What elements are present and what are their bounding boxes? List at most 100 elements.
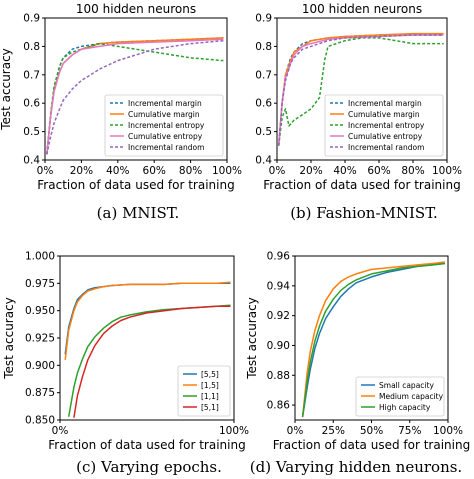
x-tick-label: 0% — [52, 425, 69, 437]
y-tick-label: 0.975 — [25, 278, 55, 290]
chart-panel-d: 0.86 0.88 0.90 0.92 0.94 0.96 0% 25% 50% 75% 100%F… — [245, 251, 470, 477]
x-tick-label: 75% — [398, 425, 421, 437]
y-tick-label: 0.94 — [267, 280, 291, 292]
series-group — [277, 32, 444, 146]
legend: Small capacity Medium capacity High capaci… — [355, 376, 445, 417]
y-tick-label: 0.7 — [23, 69, 40, 81]
chart-panel-b: 0.4 0.5 0.6 0.7 0.8 0.9 0% 20% 40% 60% 80% 100% 100 … — [255, 2, 462, 222]
axes-frame — [44, 17, 228, 161]
legend: Incremental margin Cumulative margin Incre… — [324, 94, 444, 157]
legend-label-2: Cumulative margin — [128, 110, 200, 119]
legend: [5,5] [1,5] [1,1] [5,1] — [177, 365, 231, 417]
series-group — [46, 37, 224, 155]
y-tick-label: 0.9 — [255, 13, 272, 25]
x-tick-label: 0% — [287, 425, 304, 437]
series-line-5 — [277, 34, 444, 146]
legend-label-5: Incremental random — [128, 143, 204, 152]
y-tick-label: 0.4 — [23, 155, 40, 167]
legend-label-1: [5,5] — [201, 370, 219, 379]
legend-label-4: Cumulative entropy — [128, 132, 203, 141]
x-tick-label: 60% — [143, 165, 166, 177]
y-tick-label: 0.5 — [23, 126, 40, 138]
x-axis-label: Fraction of data used for training — [273, 438, 470, 452]
y-tick-label: 0.950 — [25, 305, 55, 317]
x-tick-label: 100% — [432, 165, 462, 177]
x-tick-label: 100% — [433, 425, 463, 437]
legend-label-4: Cumulative entropy — [348, 132, 423, 141]
legend-box — [355, 376, 445, 417]
legend: Incremental margin Cumulative margin Incre… — [104, 94, 224, 157]
y-tick-label: 0.5 — [255, 126, 272, 138]
y-tick-label: 0.6 — [255, 98, 272, 110]
figure-caption: (c) Varying epochs. — [76, 458, 222, 476]
series-line-3 — [46, 42, 224, 155]
legend-label-3: High capacity — [379, 403, 431, 412]
y-axis-label: Test accuracy — [0, 48, 13, 131]
legend-label-5: Incremental random — [348, 143, 424, 152]
axes-frame — [276, 17, 448, 161]
x-tick-label: 0% — [37, 165, 54, 177]
y-tick-label: 0.6 — [23, 98, 40, 110]
x-tick-label: 0% — [269, 165, 286, 177]
y-tick-label: 0.7 — [255, 69, 272, 81]
legend-label-1: Incremental margin — [128, 99, 202, 108]
y-tick-label: 1.000 — [25, 251, 55, 263]
figure-caption: (a) MNIST. — [97, 204, 180, 222]
y-tick-label: 0.8 — [23, 41, 40, 53]
x-tick-label: 50% — [360, 425, 383, 437]
x-tick-label: 80% — [179, 165, 202, 177]
legend-box — [104, 94, 224, 157]
x-axis-label: Fraction of data used for training — [48, 438, 245, 452]
series-line-5 — [46, 39, 224, 155]
series-line-3 — [301, 262, 445, 418]
x-axis-label: Fraction of data used for training — [37, 178, 234, 192]
x-axis-label: Fraction of data used for training — [263, 178, 460, 192]
y-tick-label: 0.8 — [255, 41, 272, 53]
x-tick-label: 40% — [106, 165, 129, 177]
legend-label-4: [5,1] — [201, 403, 219, 412]
legend-label-3: Incremental entropy — [128, 121, 205, 130]
x-tick-label: 100% — [212, 165, 242, 177]
legend-box — [324, 94, 444, 157]
chart-panel-a: 0.4 0.5 0.6 0.7 0.8 0.9 0% 20% 40% 60% 80% 100% 100 … — [0, 2, 242, 222]
y-tick-label: 0.9 — [23, 13, 40, 25]
legend-label-3: Incremental entropy — [348, 121, 425, 130]
x-tick-label: 100% — [219, 425, 249, 437]
y-axis-label: Test accuracy — [2, 297, 16, 380]
legend-label-2: Cumulative margin — [348, 110, 420, 119]
x-tick-label: 80% — [401, 165, 424, 177]
series-line-4 — [73, 305, 231, 418]
legend-label-1: Incremental margin — [348, 99, 422, 108]
series-line-4 — [46, 38, 224, 155]
y-tick-label: 0.86 — [267, 400, 291, 412]
figure-caption: (b) Fashion-MNIST. — [290, 204, 438, 222]
y-tick-label: 0.875 — [25, 387, 55, 399]
legend-label-2: Medium capacity — [379, 392, 444, 401]
figure-caption: (d) Varying hidden neurons. — [250, 458, 462, 476]
y-tick-label: 0.4 — [255, 155, 272, 167]
y-tick-label: 0.900 — [25, 360, 55, 372]
y-tick-label: 0.90 — [267, 340, 290, 352]
y-tick-label: 0.925 — [25, 333, 55, 345]
chart-panel-c: 0.850 0.875 0.900 0.925 0.950 0.975 1.000 0% 100… — [2, 251, 249, 477]
legend-label-1: Small capacity — [379, 381, 434, 390]
x-tick-label: 25% — [322, 425, 345, 437]
chart-title: 100 hidden neurons — [302, 2, 422, 16]
y-axis-label: Test accuracy — [245, 297, 259, 380]
series-line-2 — [301, 261, 445, 418]
y-tick-label: 0.850 — [25, 415, 55, 427]
y-tick-label: 0.92 — [267, 310, 290, 322]
series-group — [301, 261, 445, 418]
series-line-2 — [64, 281, 231, 360]
series-group — [64, 281, 231, 418]
legend-label-2: [1,5] — [201, 381, 219, 390]
x-tick-label: 60% — [367, 165, 390, 177]
y-tick-label: 0.96 — [267, 251, 291, 263]
y-tick-label: 0.88 — [267, 370, 290, 382]
chart-title: 100 hidden neurons — [76, 2, 196, 16]
x-tick-label: 20% — [299, 165, 322, 177]
legend-label-3: [1,1] — [201, 392, 219, 401]
x-tick-label: 40% — [333, 165, 356, 177]
x-tick-label: 20% — [70, 165, 93, 177]
